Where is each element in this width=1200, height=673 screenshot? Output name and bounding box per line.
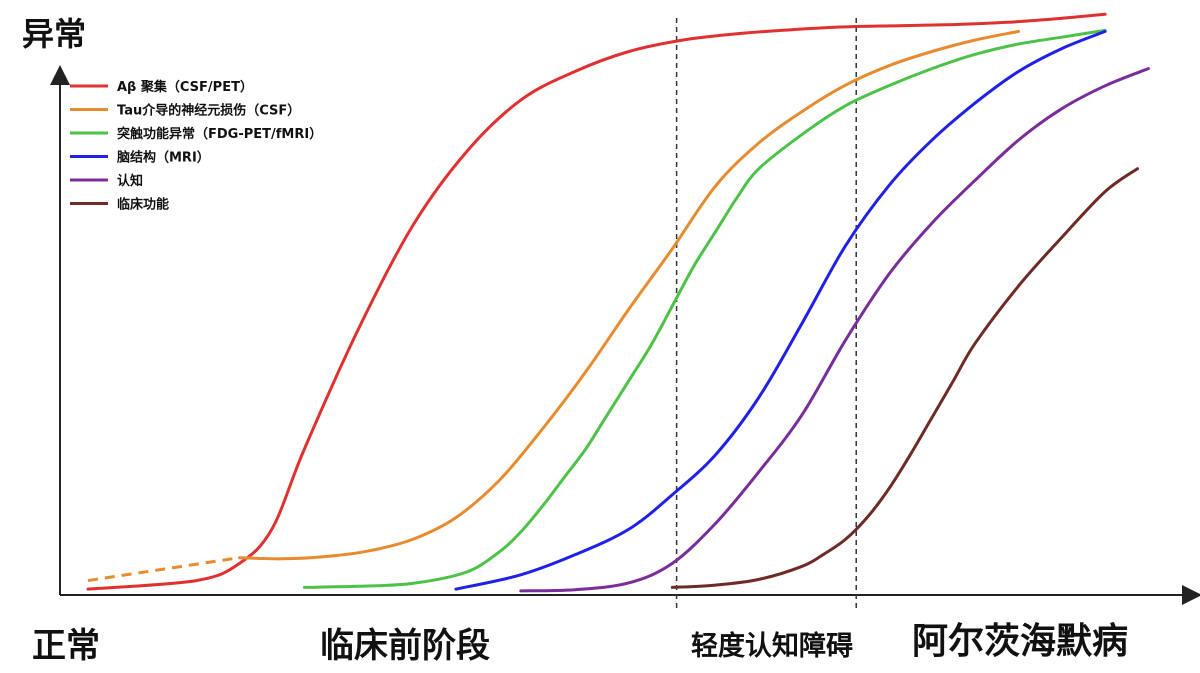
series-line-3 (302, 28, 1107, 589)
y-axis-label: 异常 (22, 15, 86, 53)
legend-label-2: Tau介导的神经元损伤（CSF） (117, 103, 300, 119)
stage-boundaries (675, 18, 857, 610)
y-bottom-label: 正常 (32, 626, 100, 666)
series-line-5 (519, 67, 1150, 593)
legend-label-5: 认知 (117, 173, 143, 189)
legend-label-1: Aβ 聚集（CSF/PET） (117, 79, 253, 95)
stage-label-preclinical: 临床前阶段 (320, 626, 490, 666)
tau-dashed-extension (87, 556, 240, 583)
legend-label-4: 脑结构（MRI） (117, 150, 210, 166)
series-line-1 (86, 12, 1107, 591)
series-line-2 (238, 29, 1020, 561)
legend-label-3: 突触功能异常（FDG-PET/fMRI） (117, 126, 322, 142)
series-group (86, 12, 1150, 593)
series-line-6 (670, 167, 1139, 589)
legend-label-6: 临床功能 (117, 197, 169, 213)
legend: Aβ 聚集（CSF/PET） Tau介导的神经元损伤（CSF） 突触功能异常（FDG… (70, 79, 322, 213)
series-line-4 (454, 29, 1107, 591)
stage-label-mci: 轻度认知障碍 (691, 630, 853, 662)
stage-label-ad: 阿尔茨海默病 (912, 621, 1128, 662)
